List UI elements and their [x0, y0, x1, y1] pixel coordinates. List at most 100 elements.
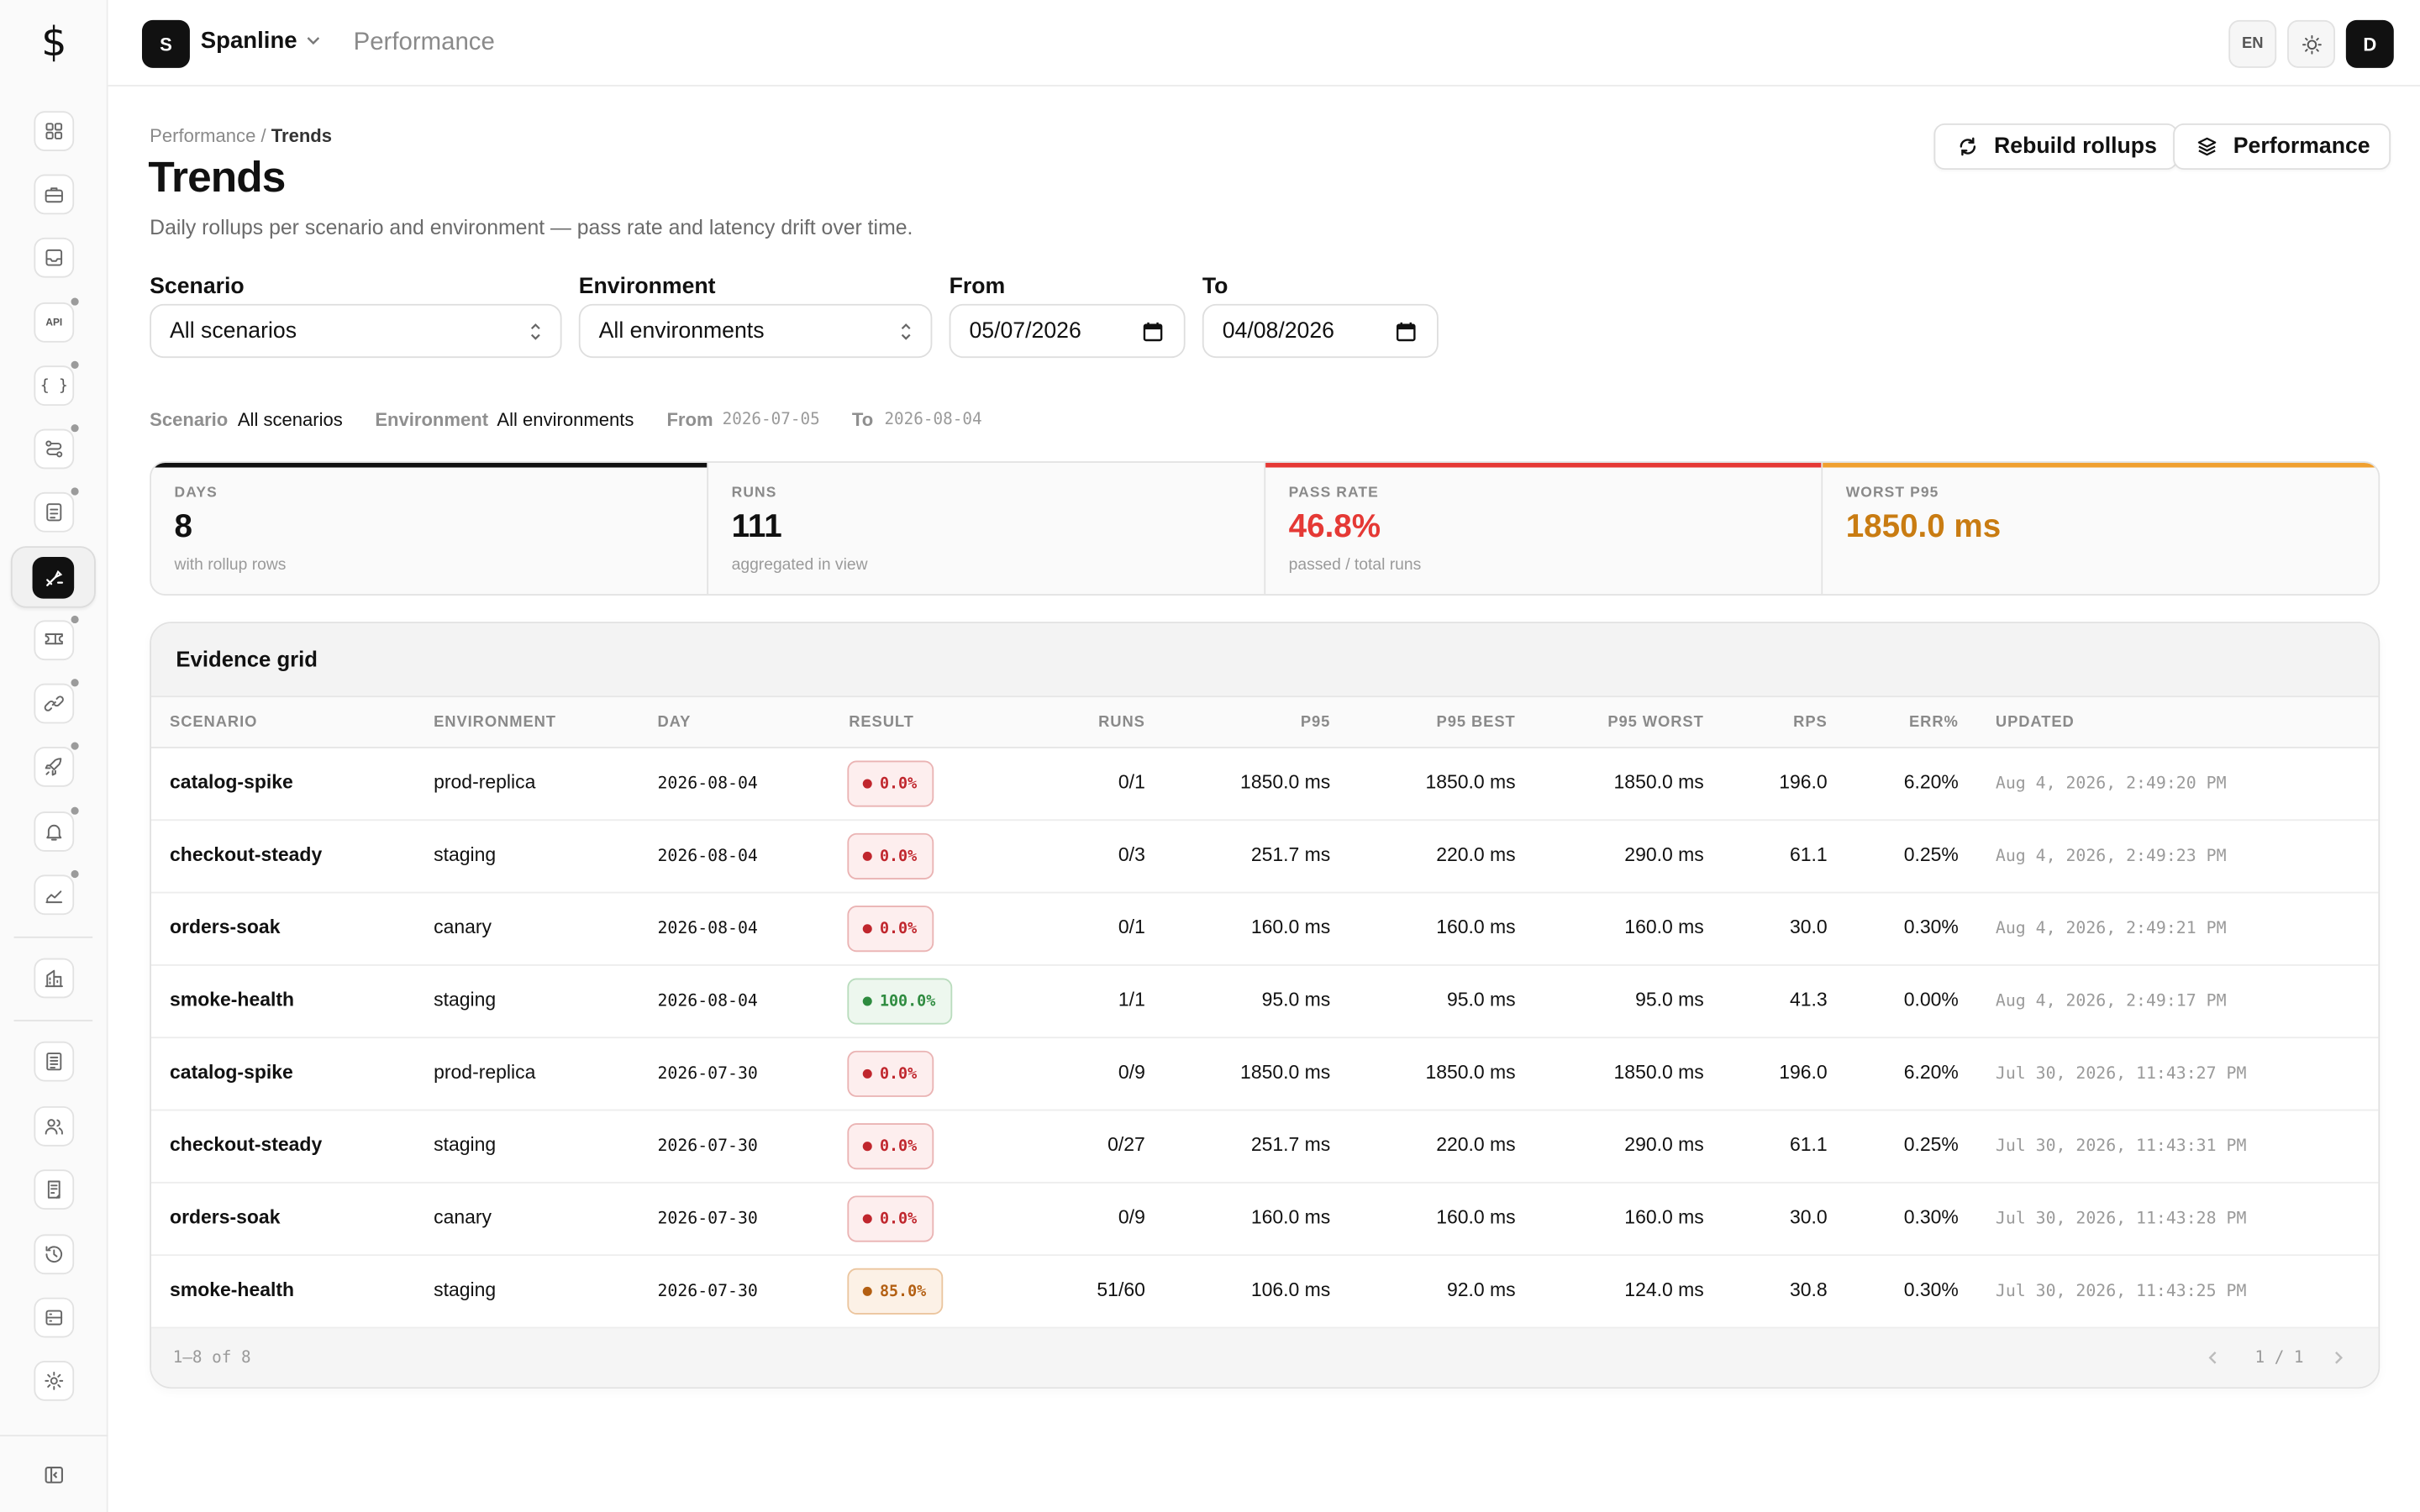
cell-scenario[interactable]: orders-soak	[170, 916, 281, 938]
sidebar-item-report[interactable]	[34, 1169, 75, 1210]
cell-scenario[interactable]: smoke-health	[170, 1278, 295, 1301]
cell-scenario[interactable]: orders-soak	[170, 1206, 281, 1229]
calendar-icon[interactable]	[1395, 321, 1417, 343]
cell-scenario[interactable]: catalog-spike	[170, 1061, 293, 1084]
column-header-p95[interactable]: P95	[1300, 714, 1331, 732]
to-filter-label: To	[1202, 274, 1228, 300]
table-row[interactable]: catalog-spike prod-replica 2026-07-30 0.0% 0…	[151, 1038, 2379, 1111]
table-row[interactable]: orders-soak canary 2026-08-04 0.0% 0/1 160.0 …	[151, 893, 2379, 966]
sidebar-item-history[interactable]	[34, 1234, 75, 1275]
column-header-runs[interactable]: RUNS	[1098, 714, 1145, 732]
chart-icon	[45, 890, 63, 904]
evidence-grid-header: Evidence grid	[151, 623, 2379, 698]
document-icon	[46, 1053, 62, 1071]
sidebar-item-performance[interactable]	[32, 557, 75, 599]
sidebar-item-braces[interactable]: { }	[34, 359, 81, 407]
table-header-row: SCENARIO ENVIRONMENT DAY RESULT RUNS P95 P95 B…	[151, 697, 2379, 748]
chevron-right-icon[interactable]	[2329, 1348, 2348, 1367]
chip-to-value: 2026-08-04	[884, 410, 982, 429]
stat-value: 1850.0 ms	[1845, 509, 2002, 545]
environment-select[interactable]: All environments	[578, 303, 933, 359]
sidebar-item-inbox[interactable]	[34, 237, 75, 278]
user-avatar[interactable]: D	[2345, 19, 2394, 68]
breadcrumb-parent[interactable]: Performance	[150, 124, 256, 147]
sidebar-item-rocket[interactable]	[34, 740, 81, 787]
sidebar-item-link[interactable]	[34, 677, 81, 724]
braces-icon: { }	[39, 377, 68, 395]
column-header-rps[interactable]: RPS	[1793, 714, 1828, 732]
chevron-left-icon[interactable]	[2204, 1348, 2223, 1367]
cell-day: 2026-08-04	[657, 917, 758, 938]
column-header-err[interactable]: ERR%	[1909, 714, 1959, 732]
scenario-select[interactable]: All scenarios	[150, 303, 562, 359]
table-row[interactable]: catalog-spike prod-replica 2026-08-04 0.0% 0…	[151, 748, 2379, 822]
calendar-icon[interactable]	[1142, 321, 1164, 343]
table-row[interactable]: smoke-health staging 2026-08-04 100.0% 1/1 95…	[151, 966, 2379, 1039]
performance-button[interactable]: Performance	[2173, 123, 2391, 171]
cell-p95: 160.0 ms	[1250, 916, 1331, 938]
table-row[interactable]: checkout-steady staging 2026-07-30 0.0% 0/27…	[151, 1110, 2379, 1184]
environment-select-value: All environments	[598, 318, 765, 344]
column-header-environment[interactable]: ENVIRONMENT	[434, 714, 556, 732]
chip-from-key: From	[666, 408, 713, 431]
sidebar-item-storage[interactable]	[34, 1297, 75, 1338]
notification-dot	[69, 677, 81, 689]
table-row[interactable]: smoke-health staging 2026-07-30 85.0% 51/60 1…	[151, 1256, 2379, 1329]
cell-p95: 106.0 ms	[1250, 1278, 1331, 1301]
sidebar-item-chart[interactable]	[34, 869, 81, 916]
column-header-updated[interactable]: UPDATED	[1995, 714, 2075, 732]
sidebar-item-briefcase[interactable]	[34, 174, 75, 215]
cell-scenario[interactable]: smoke-health	[170, 989, 295, 1011]
result-value: 0.0%	[879, 1210, 918, 1228]
result-badge: 0.0%	[847, 906, 934, 953]
sidebar-item-route[interactable]	[34, 423, 81, 470]
cell-p95-best: 95.0 ms	[1446, 989, 1516, 1011]
history-icon	[45, 1246, 63, 1263]
sidebar-item-api[interactable]: API	[34, 296, 81, 343]
sidebar-item-ticket[interactable]	[34, 614, 81, 661]
sidebar-item-document[interactable]	[34, 1041, 75, 1082]
workspace-name[interactable]: Spanline	[200, 28, 297, 55]
result-dot	[862, 1068, 872, 1079]
language-button[interactable]: EN	[2228, 19, 2277, 68]
sidebar-item-users[interactable]	[34, 1105, 75, 1147]
cell-p95-best: 1850.0 ms	[1425, 1061, 1516, 1084]
column-header-scenario[interactable]: SCENARIO	[170, 714, 258, 732]
dashboard-icon	[45, 123, 63, 139]
app-logo[interactable]: $	[41, 19, 67, 66]
cell-p95-best: 1850.0 ms	[1425, 771, 1516, 794]
table-row[interactable]: checkout-steady staging 2026-08-04 0.0% 0/3 2…	[151, 821, 2379, 894]
notification-dot	[69, 740, 81, 752]
sidebar-collapse-button[interactable]	[0, 1435, 108, 1512]
cell-scenario[interactable]: checkout-steady	[170, 843, 323, 866]
sidebar-item-checklist[interactable]	[34, 486, 81, 533]
cell-rps: 196.0	[1779, 771, 1828, 794]
sidebar-item-building[interactable]	[34, 958, 75, 999]
topbar: S Spanline Performance EN D	[108, 0, 2420, 87]
column-header-p95-worst[interactable]: P95 WORST	[1607, 714, 1704, 732]
cell-err: 0.30%	[1903, 916, 1959, 938]
column-header-p95-best[interactable]: P95 BEST	[1436, 714, 1516, 732]
theme-toggle-button[interactable]	[2287, 19, 2335, 68]
cell-rps: 196.0	[1779, 1061, 1828, 1084]
cell-err: 0.30%	[1903, 1278, 1959, 1301]
sidebar-item-dashboard[interactable]	[34, 111, 75, 152]
column-header-day[interactable]: DAY	[657, 714, 692, 732]
table-row[interactable]: orders-soak canary 2026-07-30 0.0% 0/9 160.0 …	[151, 1184, 2379, 1257]
sidebar-item-settings[interactable]	[34, 1361, 75, 1401]
cell-err: 0.25%	[1903, 843, 1959, 866]
sidebar-item-bell[interactable]	[34, 805, 81, 852]
stat-label: WORST P95	[1845, 484, 1939, 501]
column-header-result[interactable]: RESULT	[849, 714, 914, 732]
chevron-down-icon[interactable]	[304, 31, 323, 50]
stats-panel: DAYS 8 with rollup rows RUNS 111 aggrega…	[150, 461, 2381, 596]
cell-day: 2026-08-04	[657, 773, 758, 794]
rocket-icon	[45, 758, 62, 776]
cell-scenario[interactable]: catalog-spike	[170, 771, 293, 794]
workspace-badge[interactable]: S	[141, 19, 190, 68]
cell-scenario[interactable]: checkout-steady	[170, 1134, 323, 1156]
rebuild-rollups-button[interactable]: Rebuild rollups	[1933, 123, 2177, 171]
to-date-input[interactable]: 04/08/2026	[1202, 303, 1439, 359]
from-date-input[interactable]: 05/07/2026	[949, 303, 1186, 359]
